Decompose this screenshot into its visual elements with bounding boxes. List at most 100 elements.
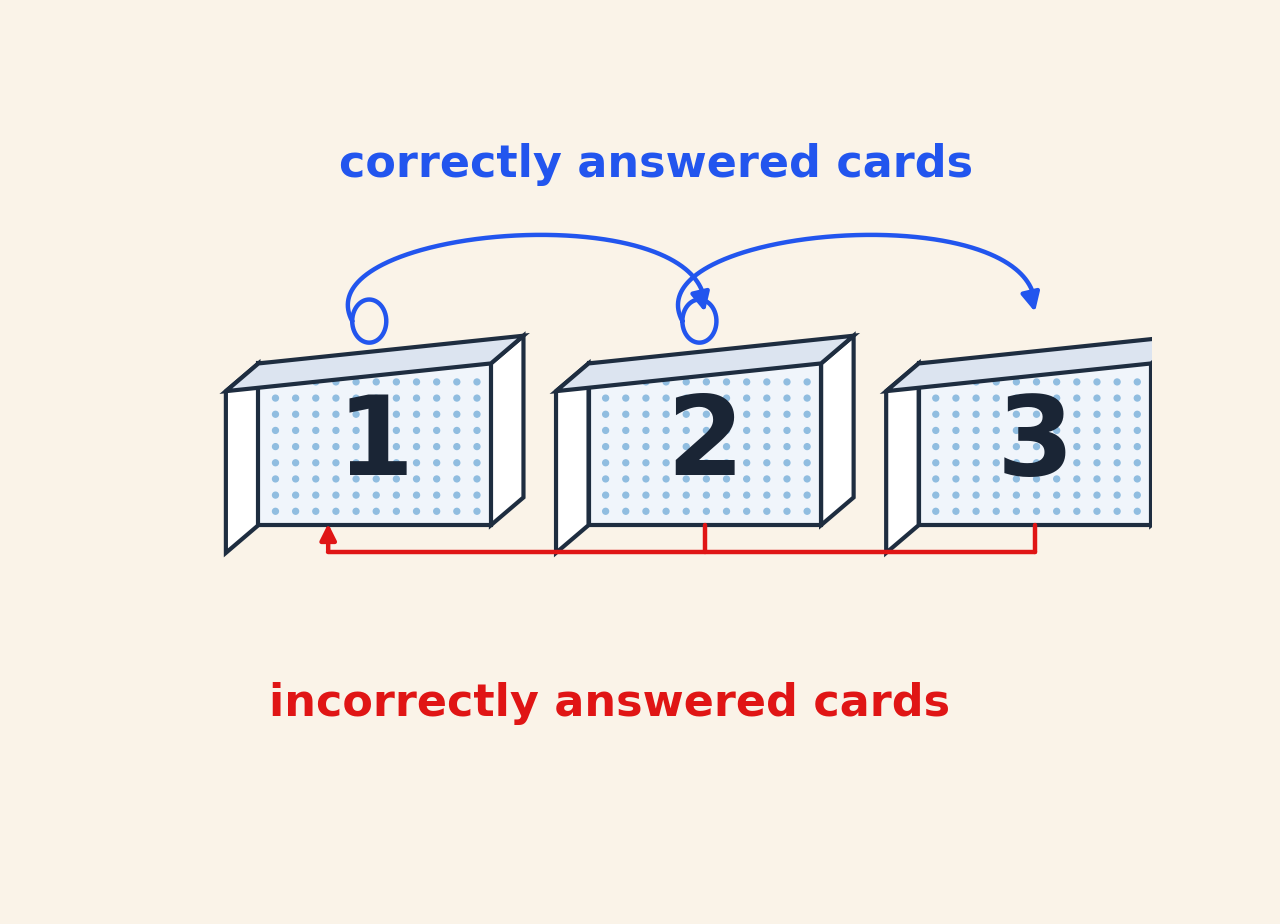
Circle shape: [393, 492, 399, 498]
Circle shape: [1053, 411, 1060, 418]
Circle shape: [954, 428, 959, 433]
Circle shape: [643, 476, 649, 482]
Circle shape: [1014, 492, 1019, 498]
Circle shape: [933, 428, 938, 433]
Circle shape: [663, 411, 669, 418]
Circle shape: [1014, 379, 1019, 385]
Circle shape: [744, 428, 750, 433]
Circle shape: [1074, 492, 1080, 498]
Circle shape: [374, 444, 379, 450]
Polygon shape: [225, 363, 259, 553]
Circle shape: [434, 492, 439, 498]
Circle shape: [603, 460, 608, 466]
Circle shape: [273, 411, 279, 418]
Circle shape: [1053, 492, 1060, 498]
Circle shape: [785, 508, 790, 515]
Circle shape: [764, 379, 769, 385]
Circle shape: [663, 508, 669, 515]
Circle shape: [785, 411, 790, 418]
Polygon shape: [919, 363, 1151, 525]
Circle shape: [273, 492, 279, 498]
Circle shape: [785, 428, 790, 433]
Circle shape: [293, 411, 298, 418]
Circle shape: [353, 395, 358, 401]
Circle shape: [1094, 411, 1100, 418]
Circle shape: [643, 379, 649, 385]
Circle shape: [1033, 492, 1039, 498]
Text: 2: 2: [666, 391, 744, 498]
Circle shape: [643, 508, 649, 515]
Circle shape: [1053, 476, 1060, 482]
Circle shape: [413, 411, 420, 418]
Circle shape: [1014, 444, 1019, 450]
Circle shape: [643, 428, 649, 433]
Circle shape: [785, 395, 790, 401]
Circle shape: [704, 444, 709, 450]
Circle shape: [1074, 508, 1080, 515]
Circle shape: [1094, 428, 1100, 433]
Circle shape: [333, 428, 339, 433]
Circle shape: [293, 492, 298, 498]
Circle shape: [764, 492, 769, 498]
Circle shape: [312, 428, 319, 433]
Circle shape: [474, 411, 480, 418]
Circle shape: [704, 428, 709, 433]
Circle shape: [723, 476, 730, 482]
Circle shape: [744, 395, 750, 401]
Circle shape: [1094, 492, 1100, 498]
Circle shape: [954, 476, 959, 482]
Circle shape: [623, 460, 628, 466]
Circle shape: [723, 411, 730, 418]
Circle shape: [393, 395, 399, 401]
Circle shape: [603, 492, 608, 498]
Circle shape: [333, 379, 339, 385]
Circle shape: [293, 395, 298, 401]
Circle shape: [1033, 411, 1039, 418]
Circle shape: [1094, 508, 1100, 515]
Circle shape: [1114, 460, 1120, 466]
Circle shape: [312, 476, 319, 482]
Circle shape: [474, 508, 480, 515]
Circle shape: [1114, 411, 1120, 418]
Circle shape: [623, 476, 628, 482]
Circle shape: [744, 476, 750, 482]
Circle shape: [393, 428, 399, 433]
Circle shape: [723, 492, 730, 498]
Circle shape: [353, 428, 358, 433]
Circle shape: [393, 411, 399, 418]
Circle shape: [933, 444, 938, 450]
Circle shape: [954, 411, 959, 418]
Circle shape: [434, 411, 439, 418]
Circle shape: [1033, 508, 1039, 515]
Circle shape: [623, 508, 628, 515]
Circle shape: [704, 460, 709, 466]
Circle shape: [1114, 395, 1120, 401]
Circle shape: [474, 395, 480, 401]
Circle shape: [704, 379, 709, 385]
Circle shape: [434, 379, 439, 385]
Circle shape: [273, 428, 279, 433]
Circle shape: [704, 492, 709, 498]
Circle shape: [454, 444, 460, 450]
Circle shape: [1074, 428, 1080, 433]
Circle shape: [374, 492, 379, 498]
Circle shape: [804, 492, 810, 498]
Circle shape: [663, 395, 669, 401]
Circle shape: [993, 508, 1000, 515]
Circle shape: [353, 444, 358, 450]
Circle shape: [393, 508, 399, 515]
Circle shape: [312, 379, 319, 385]
Circle shape: [973, 460, 979, 466]
Circle shape: [312, 411, 319, 418]
Polygon shape: [492, 335, 524, 525]
Circle shape: [333, 460, 339, 466]
Circle shape: [434, 460, 439, 466]
Circle shape: [1074, 395, 1080, 401]
Circle shape: [434, 444, 439, 450]
Circle shape: [973, 379, 979, 385]
Circle shape: [1014, 395, 1019, 401]
Circle shape: [993, 395, 1000, 401]
Polygon shape: [225, 335, 524, 391]
Circle shape: [684, 444, 689, 450]
Circle shape: [1074, 411, 1080, 418]
